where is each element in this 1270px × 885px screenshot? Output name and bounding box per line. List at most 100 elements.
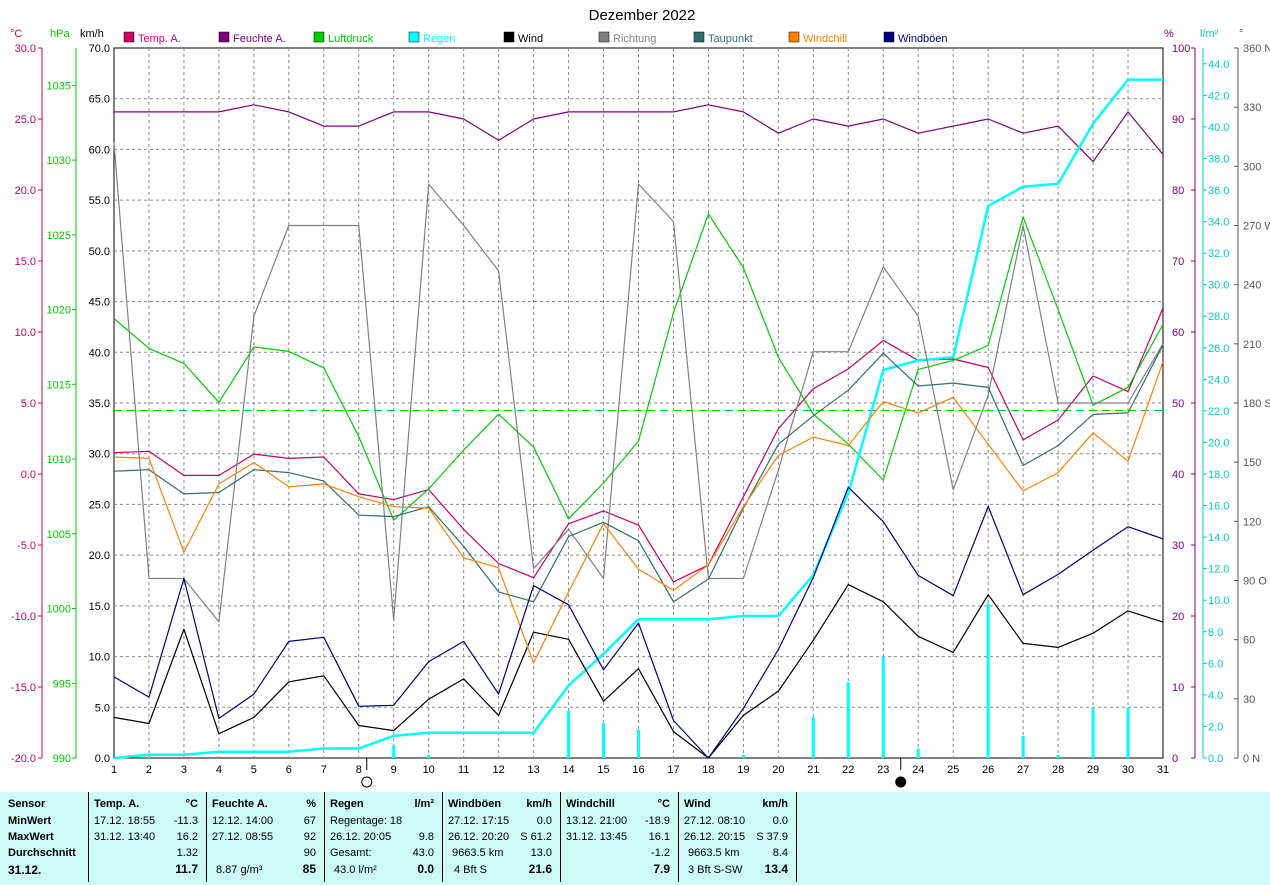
gusts-last-val: 21.6: [528, 862, 552, 876]
day-tick-label: 11: [458, 764, 469, 776]
legend-label: Wind: [518, 33, 543, 45]
wind-max-val: S 37.9: [756, 831, 788, 843]
temp-tick-label: 20.0: [15, 185, 36, 197]
rain-tick-label: 4.0: [1208, 690, 1223, 702]
right-unit-label: %: [1164, 28, 1174, 40]
hpa-tick-label: 1015: [47, 379, 71, 391]
daily-rain-bar: [637, 729, 640, 758]
temp-tick-label: 10.0: [15, 327, 36, 339]
day-tick-label: 7: [321, 764, 327, 776]
kmh-tick-label: 60.0: [89, 144, 110, 156]
daily-rain-bars: [147, 603, 1130, 758]
legend-swatch: [598, 31, 610, 43]
day-tick-label: 10: [423, 764, 435, 776]
day-tick-label: 9: [391, 764, 397, 776]
stats-panel-sensor: Sensor MinWert MaxWert Durchschnitt 31.1…: [0, 792, 89, 882]
rain-tick-label: 36.0: [1208, 185, 1229, 197]
temp-max-val: 16.2: [176, 831, 198, 843]
series-line-luftdruck: [113, 213, 1164, 521]
dir-tick-label: 300: [1243, 161, 1261, 173]
temp-tick-label: 30.0: [15, 43, 36, 55]
legend-label: Luftdruck: [328, 33, 374, 45]
windchill-avg-val: -1.2: [651, 847, 670, 859]
dir-tick-label: 180 S: [1243, 398, 1270, 410]
hpa-tick-label: 1020: [47, 305, 71, 317]
wind-min-time: 27.12. 08:10: [684, 815, 746, 827]
rain-tick-label: 10.0: [1208, 595, 1229, 607]
dir-tick-label: 270 W: [1243, 221, 1270, 233]
day-tick-label: 25: [947, 764, 959, 776]
temp-last-val: 11.7: [175, 862, 198, 876]
day-tick-label: 1: [111, 764, 117, 776]
dir-tick-label: 240: [1243, 280, 1261, 292]
series-line-regen: [113, 78, 1163, 760]
day-tick-label: 31: [1157, 764, 1169, 776]
legend-swatch: [313, 31, 325, 43]
wind-last-val: 13.4: [764, 862, 788, 876]
left-unit-label: °C: [10, 28, 22, 40]
legend-label: Taupunkt: [708, 33, 753, 45]
humidity-max-val: 92: [303, 831, 316, 843]
daily-rain-bar: [986, 603, 990, 758]
day-tick-label: 30: [1122, 764, 1134, 776]
left-unit-label: km/h: [80, 28, 104, 40]
rain-unit: l/m²: [414, 798, 434, 810]
kmh-tick-label: 10.0: [89, 652, 110, 664]
rain-tick-label: 34.0: [1208, 217, 1229, 229]
gusts-max-time: 26.12. 20:20: [448, 831, 510, 843]
day-tick-label: 14: [562, 764, 574, 776]
daily-rain-bar: [567, 710, 571, 758]
hpa-tick-label: 1010: [47, 454, 71, 466]
day-tick-label: 4: [216, 764, 222, 776]
rain-tick-label: 40.0: [1208, 122, 1229, 134]
kmh-tick-label: 65.0: [89, 94, 110, 106]
legend-swatch: [408, 31, 420, 43]
hpa-tick-label: 1005: [47, 529, 71, 541]
wind-max-time: 26.12. 20:15: [684, 831, 746, 843]
temp-tick-label: 25.0: [15, 114, 36, 126]
series-line-wind: [113, 583, 1164, 759]
legend-label: Regen: [423, 33, 455, 45]
dir-tick-label: 120: [1243, 516, 1261, 528]
rain-tick-label: 42.0: [1208, 90, 1229, 102]
statistics-table: Sensor MinWert MaxWert Durchschnitt 31.1…: [0, 792, 1270, 885]
day-tick-label: 12: [493, 764, 505, 776]
rain-last-text: 43.0 l/m²: [334, 864, 377, 876]
row-label-avg: Durchschnitt: [8, 847, 76, 859]
temp-tick-label: -15.0: [11, 682, 36, 694]
series-line-windchill: [113, 361, 1164, 664]
rain-tick-label: 22.0: [1208, 406, 1229, 418]
temp-tick-label: -20.0: [11, 753, 36, 765]
hpa-tick-label: 1035: [47, 80, 71, 92]
windchill-unit: °C: [657, 798, 670, 810]
rain-tick-label: 38.0: [1208, 153, 1229, 165]
day-tick-label: 20: [772, 764, 784, 776]
rain-tick-label: 18.0: [1208, 469, 1229, 481]
kmh-tick-label: 55.0: [89, 195, 110, 207]
right-unit-label: l/m²: [1200, 28, 1219, 40]
daily-rain-bar: [1056, 754, 1060, 758]
rain-days: Regentage: 18: [330, 815, 403, 827]
gusts-avg-val: 13.0: [530, 847, 552, 859]
legend-swatch: [883, 31, 895, 43]
stats-panel-rain: Regen l/m² Regentage: 18 26.12. 20:05 9.…: [324, 792, 443, 882]
axes: 7 0.0 65.0 60.0 55.0 50.0 4 5.0 40.0 35.0 30.0 25.0…: [10, 28, 1270, 776]
daily-rain-bar: [811, 716, 815, 758]
dir-tick-label: 60: [1243, 635, 1255, 647]
day-tick-label: 5: [251, 764, 257, 776]
daily-rain-bar: [916, 748, 920, 758]
kmh-tick-label: 35.0: [89, 398, 110, 410]
day-tick-label: 29: [1087, 764, 1099, 776]
temp-max-time: 31.12. 13:40: [94, 831, 156, 843]
rain-tick-label: 16.0: [1208, 501, 1229, 513]
kmh-tick-label: 50.0: [89, 246, 110, 258]
humidity-last-text: 8.87 g/m³: [216, 864, 263, 876]
kmh-tick-label: 5.0: [95, 702, 110, 714]
rain-tick-label: 26.0: [1208, 343, 1229, 355]
daily-rain-bar: [881, 657, 885, 758]
humidity-avg-val: 90: [303, 847, 316, 859]
rain-tick-label: 30.0: [1208, 280, 1229, 292]
legend-label: Windböen: [898, 33, 948, 45]
kmh-tick-label: 0.0: [95, 753, 110, 765]
rain-max-val: 9.8: [418, 831, 434, 843]
